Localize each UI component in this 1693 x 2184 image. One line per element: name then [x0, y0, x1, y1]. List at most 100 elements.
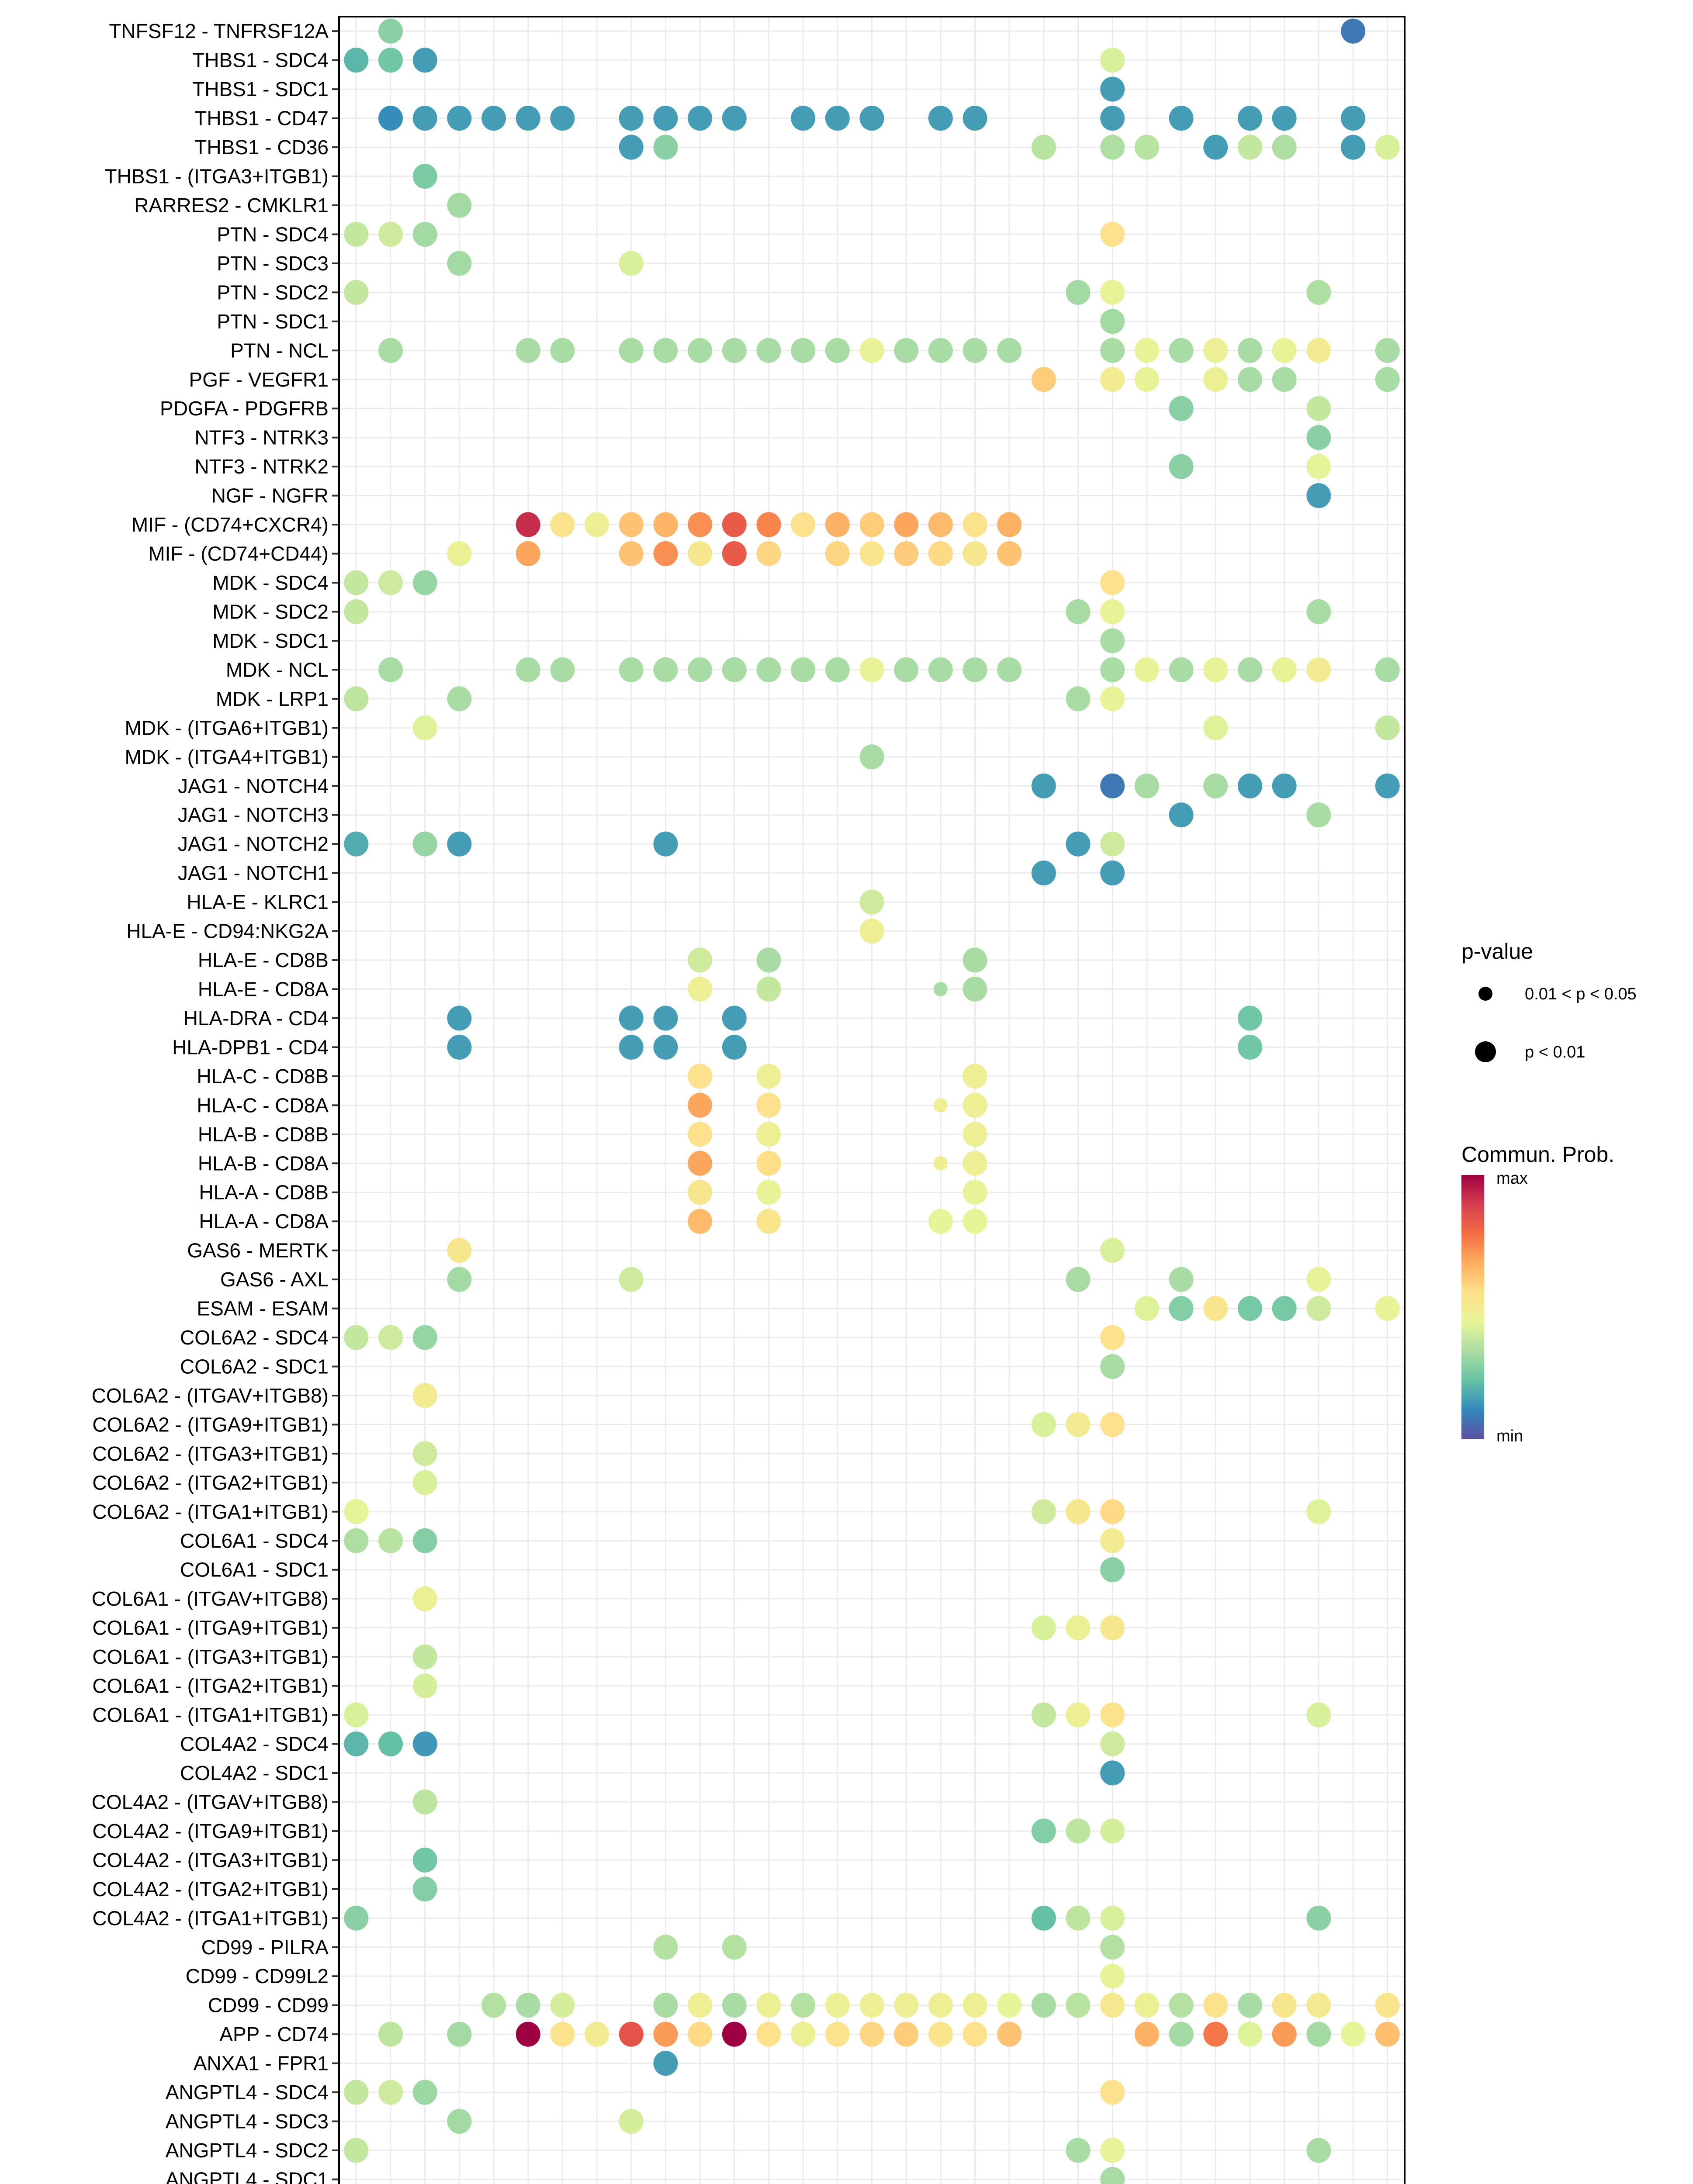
dot-point: [1100, 106, 1125, 131]
dot-point: [619, 251, 644, 276]
y-tick-label: COL6A1 - SDC4: [180, 1529, 329, 1552]
dot-point: [1169, 657, 1194, 682]
dot-point: [997, 541, 1022, 567]
dot-point: [412, 831, 437, 857]
y-tick-label: HLA-E - CD94:NKG2A: [126, 920, 329, 943]
dot-point: [1100, 860, 1125, 886]
y-tick-label: NTF3 - NTRK2: [194, 455, 329, 478]
y-tick-label: MDK - NCL: [226, 658, 329, 681]
y-tick-label: APP - CD74: [219, 2023, 329, 2046]
dot-point: [1100, 367, 1125, 392]
dot-point: [722, 2022, 747, 2047]
dot-point: [894, 1993, 919, 2018]
y-tick-label: THBS1 - CD36: [194, 136, 329, 159]
y-tick-label: COL4A2 - (ITGA3+ITGB1): [92, 1849, 329, 1871]
dot-point: [722, 1034, 747, 1060]
y-axis-labels: TNFSF12 - TNFRSF12A THBS1 - SDC4 THBS1 - S…: [92, 20, 339, 2184]
dot-point: [962, 106, 987, 131]
y-tick-label: PTN - SDC2: [217, 281, 329, 304]
dot-point: [516, 1993, 540, 2018]
dot-point: [688, 947, 713, 973]
y-tick-label: COL6A1 - SDC1: [180, 1559, 329, 1581]
dot-point: [825, 106, 850, 131]
dot-point: [1375, 367, 1400, 392]
dot-point: [378, 2080, 403, 2105]
dot-point: [688, 1209, 713, 1234]
y-tick-label: HLA-E - CD8A: [198, 978, 329, 1000]
dot-point: [1031, 1818, 1056, 1844]
y-tick-label: THBS1 - SDC1: [192, 78, 329, 100]
dot-point: [756, 1064, 781, 1089]
dot-point: [653, 1006, 678, 1031]
dot-point: [447, 1238, 472, 1263]
dot-point: [1272, 135, 1297, 160]
dot-point: [412, 1789, 437, 1815]
y-tick-label: HLA-DPB1 - CD4: [172, 1036, 329, 1058]
dot-point: [653, 657, 678, 682]
dot-point: [1375, 657, 1400, 682]
dot-point: [1203, 135, 1228, 160]
dot-point: [1203, 1993, 1228, 2018]
dot-point: [1066, 1267, 1091, 1292]
dot-point: [447, 541, 472, 567]
dot-point: [756, 2022, 781, 2047]
dot-point: [1272, 1993, 1297, 2018]
dot-point: [1066, 599, 1091, 625]
dot-point: [447, 686, 472, 712]
dot-point: [1100, 628, 1125, 653]
dot-point: [997, 338, 1022, 363]
legend-size-label-large: p < 0.01: [1525, 1043, 1585, 1061]
y-tick-label: ANGPTL4 - SDC1: [166, 2168, 329, 2184]
legend-min-label: min: [1496, 1427, 1523, 1445]
legend-size-title: p-value: [1461, 939, 1533, 964]
y-tick-label: THBS1 - SDC4: [192, 49, 329, 72]
y-tick-label: PTN - SDC4: [217, 223, 329, 245]
y-tick-label: COL6A1 - (ITGA3+ITGB1): [92, 1645, 329, 1668]
y-tick-label: COL6A1 - (ITGA2+ITGB1): [92, 1675, 329, 1697]
dot-point: [688, 1122, 713, 1147]
dot-point: [1340, 106, 1365, 131]
dot-point: [1031, 1702, 1056, 1728]
dot-point: [1100, 309, 1125, 334]
dot-point: [550, 106, 575, 131]
dot-point: [1306, 802, 1331, 828]
dot-point: [344, 48, 369, 73]
y-tick-label: HLA-B - CD8B: [198, 1123, 329, 1146]
dot-point: [1031, 135, 1056, 160]
dot-point: [1169, 1296, 1194, 1321]
y-tick-label: PTN - SDC1: [217, 310, 329, 333]
dot-point: [344, 686, 369, 712]
dot-point: [516, 2022, 540, 2047]
dot-point: [756, 1209, 781, 1234]
dot-point: [653, 1935, 678, 1960]
dot-point: [1169, 106, 1194, 131]
dot-point: [1340, 18, 1365, 44]
dot-point: [344, 280, 369, 305]
y-tick-label: COL6A2 - SDC4: [180, 1326, 329, 1349]
dot-point: [1169, 338, 1194, 363]
dot-point: [1306, 1993, 1331, 2018]
y-tick-label: MIF - (CD74+CXCR4): [132, 513, 329, 536]
dot-point: [1237, 106, 1262, 131]
dot-point: [412, 1731, 437, 1757]
y-tick-label: COL6A2 - (ITGA2+ITGB1): [92, 1471, 329, 1494]
dot-point: [1031, 1412, 1056, 1437]
dot-point: [928, 657, 953, 682]
dot-point: [481, 106, 506, 131]
dot-point: [1237, 1034, 1262, 1060]
dot-point: [1169, 802, 1194, 828]
dot-point: [756, 947, 781, 973]
dot-point: [1134, 338, 1159, 363]
dot-point: [378, 1325, 403, 1350]
dot-point: [859, 541, 884, 567]
dot-point: [344, 1905, 369, 1931]
dot-point: [1100, 48, 1125, 73]
dot-point: [756, 338, 781, 363]
dot-point: [1169, 2022, 1194, 2047]
y-tick-label: HLA-A - CD8B: [199, 1181, 329, 1204]
dot-point: [653, 135, 678, 160]
dot-point: [859, 512, 884, 537]
dot-point: [1306, 1296, 1331, 1321]
dot-point: [378, 18, 403, 44]
